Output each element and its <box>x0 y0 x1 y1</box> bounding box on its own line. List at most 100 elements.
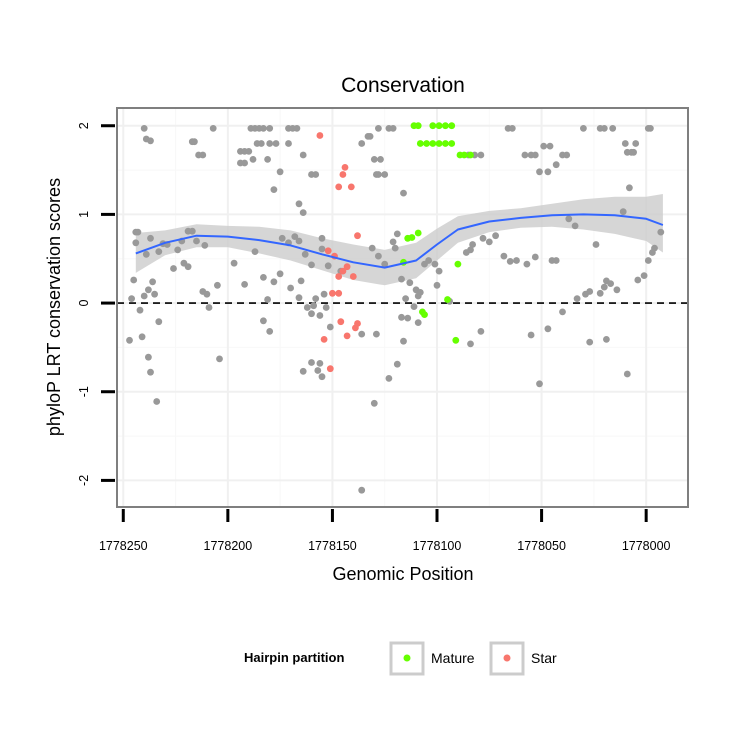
point-other <box>132 239 140 247</box>
point-other <box>477 151 485 159</box>
x-tick-label: 1778150 <box>308 539 357 553</box>
point-other <box>241 281 249 288</box>
point-other <box>209 124 217 132</box>
point-other <box>260 124 267 132</box>
point-other <box>391 244 399 252</box>
point-other <box>153 398 161 405</box>
point-mature <box>435 122 443 130</box>
point-other <box>199 151 207 159</box>
point-other <box>613 286 621 294</box>
point-other <box>295 237 303 245</box>
point-star <box>320 336 328 343</box>
point-other <box>308 359 315 366</box>
point-other <box>559 308 566 316</box>
point-other <box>270 278 278 286</box>
point-other <box>479 234 487 242</box>
point-other <box>573 295 581 302</box>
point-other <box>312 171 320 178</box>
point-other <box>358 486 366 494</box>
point-other <box>147 137 154 145</box>
point-other <box>266 124 274 132</box>
point-other <box>184 263 192 271</box>
point-other <box>580 124 587 132</box>
point-other <box>308 261 315 269</box>
point-other <box>467 246 474 254</box>
point-other <box>276 168 284 176</box>
point-other <box>536 168 543 176</box>
point-other <box>318 245 326 253</box>
x-axis: 1778250 1778200 1778150 1778100 1778050 17780… <box>99 509 671 553</box>
point-other <box>136 306 144 314</box>
point-other <box>257 140 265 147</box>
point-other <box>318 234 326 242</box>
point-other <box>358 140 366 147</box>
point-other <box>366 133 374 140</box>
legend-entry-star: Star <box>489 641 557 676</box>
point-other <box>245 148 253 155</box>
point-other <box>647 124 654 132</box>
point-star <box>343 332 351 340</box>
point-other <box>375 171 382 178</box>
legend-dot-star <box>503 654 511 662</box>
point-other <box>264 156 271 163</box>
point-mature <box>444 296 451 303</box>
point-other <box>609 124 617 132</box>
point-other <box>276 270 284 278</box>
point-star <box>341 164 349 171</box>
point-other <box>375 252 382 260</box>
point-other <box>393 230 401 238</box>
point-other <box>170 265 177 272</box>
point-other <box>644 257 652 264</box>
point-other <box>138 333 146 341</box>
y-tick-label: 0 <box>77 300 91 307</box>
point-other <box>500 252 508 260</box>
point-mature <box>429 140 437 147</box>
point-mature <box>404 234 412 242</box>
point-other <box>270 186 278 194</box>
point-other <box>527 331 535 339</box>
point-other <box>324 262 332 270</box>
point-other <box>603 336 610 343</box>
point-mature <box>448 122 456 130</box>
point-other <box>260 317 267 325</box>
point-other <box>410 303 418 310</box>
point-mature <box>414 229 422 237</box>
y-tick-label: -1 <box>77 386 91 397</box>
y-axis-title: phyloP LRT conservation scores <box>44 178 64 436</box>
point-other <box>540 142 548 150</box>
chart-title: Conservation <box>341 74 465 97</box>
point-other <box>266 140 274 147</box>
x-tick-label: 1778200 <box>204 539 253 553</box>
point-mature <box>423 140 430 147</box>
point-other <box>142 250 150 258</box>
point-star <box>354 232 361 240</box>
point-other <box>508 124 516 132</box>
point-other <box>299 151 307 159</box>
point-other <box>285 140 292 147</box>
point-star <box>349 273 357 280</box>
point-other <box>531 151 539 159</box>
point-mature <box>414 122 422 130</box>
legend: Hairpin partition Mature Star <box>244 641 557 676</box>
point-star <box>326 365 334 373</box>
legend-title: Hairpin partition <box>244 650 344 665</box>
point-other <box>370 399 378 407</box>
point-other <box>600 283 608 291</box>
point-mature <box>448 140 456 147</box>
point-other <box>435 267 443 275</box>
point-star <box>339 267 347 275</box>
point-other <box>145 286 152 294</box>
point-other <box>216 355 223 363</box>
y-tick-label: 1 <box>77 211 91 218</box>
point-other <box>155 248 163 256</box>
point-star <box>337 318 345 326</box>
point-other <box>241 159 249 167</box>
point-other <box>272 140 280 147</box>
point-other <box>322 304 330 311</box>
point-other <box>600 124 608 132</box>
point-other <box>398 313 405 321</box>
point-other <box>416 289 424 296</box>
smooth-line <box>135 213 664 269</box>
point-other <box>320 290 328 298</box>
